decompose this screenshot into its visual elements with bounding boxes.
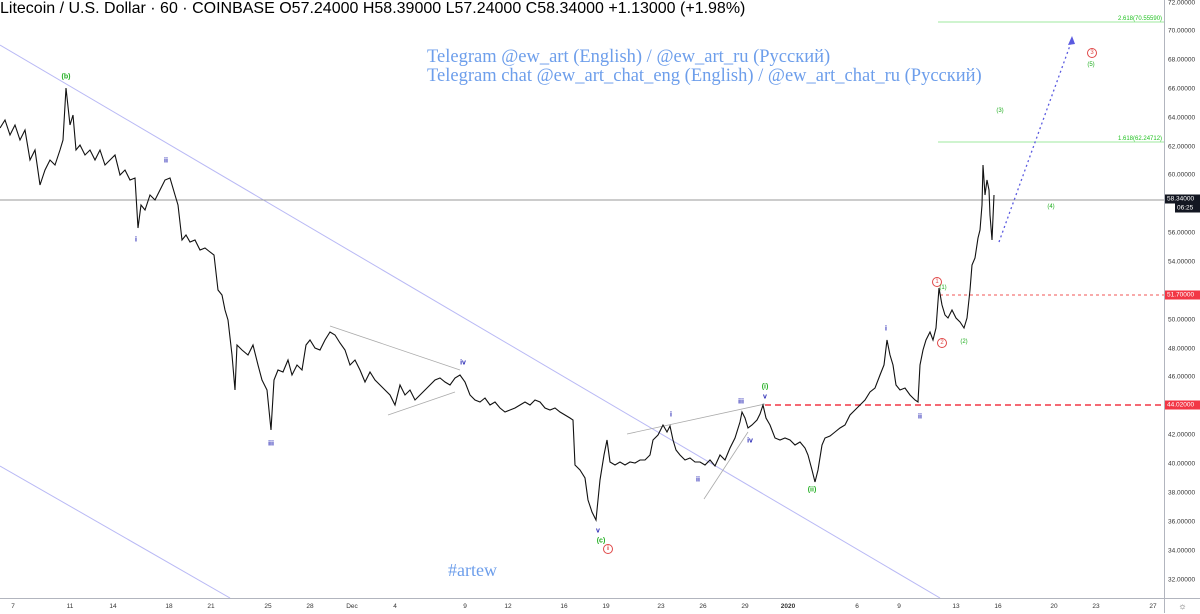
wave-label-ii-right: ii	[918, 413, 922, 421]
wave-label-4: (4)	[1047, 204, 1055, 210]
wedge-upper-line	[626, 403, 766, 435]
wave-label-i-green: (i)	[761, 383, 769, 391]
price-label: 56.00000	[1168, 229, 1196, 237]
price-chart-canvas[interactable]	[0, 0, 1164, 598]
wave-label-5: (5)	[1087, 62, 1095, 68]
wave-label-ii: ii	[164, 157, 168, 165]
fib-2618-label: 2.618(70.55590)	[1118, 16, 1163, 22]
price-series	[0, 87, 995, 522]
wave-label-2-circled: 2	[937, 338, 947, 348]
wave-label-iv: iv	[460, 359, 466, 367]
projection-arrow	[998, 39, 1073, 243]
time-label: 27	[1149, 603, 1157, 610]
gear-icon: ☼	[1178, 601, 1187, 611]
time-label: 12	[504, 603, 512, 610]
triangle-upper-line	[329, 325, 461, 371]
wave-label-b: (b)	[61, 73, 71, 81]
wave-label-i-right: i	[885, 325, 887, 333]
time-label: 28	[306, 603, 314, 610]
telegram-annotation: Telegram @ew_art (English) / @ew_art_ru …	[427, 48, 982, 86]
price-label: 72.00000	[1168, 0, 1196, 7]
time-label: 14	[109, 603, 117, 610]
chart-area[interactable]: Litecoin / U.S. Dollar · 60 · COINBASE O…	[0, 0, 1164, 598]
price-label: 34.00000	[1168, 547, 1196, 555]
time-label: 9	[463, 603, 467, 610]
wave-label-v: v	[596, 527, 600, 535]
price-label: 32.00000	[1168, 576, 1196, 584]
time-label: 25	[264, 603, 272, 610]
price-label: 50.00000	[1168, 316, 1196, 324]
telegram-line-1: Telegram @ew_art (English) / @ew_art_ru …	[427, 47, 831, 67]
wave-label-ii-circled: ii	[603, 544, 613, 554]
wave-label-i: i	[135, 236, 137, 244]
price-label: 38.00000	[1168, 489, 1196, 497]
symbol-title[interactable]: Litecoin / U.S. Dollar · 60 · COINBASE	[0, 0, 275, 17]
wave-label-i-small: i	[670, 411, 672, 419]
fib-1618-label: 1.618(62.24712)	[1118, 136, 1163, 142]
time-label: 19	[602, 603, 610, 610]
price-label: 46.00000	[1168, 373, 1196, 381]
time-label: 6	[855, 603, 859, 610]
current-price-tag: 58.34000	[1165, 194, 1200, 204]
wave-label-v-small: v	[763, 393, 767, 401]
wave-label-1-circled: 1	[932, 277, 942, 287]
time-label: 13	[952, 603, 960, 610]
wave-label-2: (2)	[960, 339, 968, 345]
wave-label-iii-small: iii	[738, 398, 744, 406]
time-label: 16	[994, 603, 1002, 610]
time-label: 26	[699, 603, 707, 610]
price-label: 48.00000	[1168, 345, 1196, 353]
time-label: 4	[393, 603, 397, 610]
price-label: 70.00000	[1168, 27, 1196, 35]
time-label: 2020	[780, 603, 796, 610]
wave-label-c: (c)	[596, 537, 606, 545]
time-label: 16	[560, 603, 568, 610]
time-label: 29	[741, 603, 749, 610]
wave-label-ii-green: (ii)	[807, 486, 817, 494]
upper-channel-line	[0, 44, 941, 598]
time-label: 21	[207, 603, 215, 610]
level-51-70-tag: 51.70000	[1165, 290, 1200, 300]
price-label: 40.00000	[1168, 460, 1196, 468]
price-label: 62.00000	[1168, 143, 1196, 151]
time-label: 7	[11, 603, 15, 610]
price-label: 36.00000	[1168, 518, 1196, 526]
telegram-line-2: Telegram chat @ew_art_chat_eng (English)…	[427, 66, 982, 86]
level-44-02-tag: 44.02000	[1165, 400, 1200, 410]
time-label: 23	[657, 603, 665, 610]
wave-label-iv-small: iv	[747, 437, 753, 445]
wave-label-iii: iii	[268, 440, 274, 448]
time-label: 18	[165, 603, 173, 610]
chart-settings-button[interactable]: ☼	[1164, 598, 1200, 613]
time-label: 20	[1050, 603, 1058, 610]
wedge-lower-line	[703, 431, 749, 500]
wave-label-1: (1)	[939, 285, 947, 291]
price-label: 68.00000	[1168, 56, 1196, 64]
projection-arrowhead-icon	[1068, 36, 1075, 45]
time-label: 11	[66, 603, 74, 610]
wave-label-3: (3)	[996, 108, 1004, 114]
ohlc-values: O57.24000 H58.39000 L57.24000 C58.34000 …	[279, 0, 746, 17]
time-axis[interactable]: 7 11 14 18 21 25 28 Dec 4 9 12 16 19 23 …	[0, 598, 1164, 614]
triangle-lower-line	[387, 391, 456, 416]
countdown-tag: 06:25	[1175, 203, 1200, 213]
time-label: 9	[897, 603, 901, 610]
time-label: 23	[1092, 603, 1100, 610]
wave-label-3-circled: 3	[1087, 48, 1097, 58]
price-label: 54.00000	[1168, 258, 1196, 266]
wave-label-ii-small: ii	[696, 476, 700, 484]
hashtag-annotation: #artew	[448, 560, 497, 580]
price-label: 66.00000	[1168, 85, 1196, 93]
price-label: 60.00000	[1168, 171, 1196, 179]
price-label: 42.00000	[1168, 431, 1196, 439]
lower-channel-line	[0, 465, 231, 598]
price-axis[interactable]: 72.00000 70.00000 68.00000 66.00000 64.0…	[1164, 0, 1200, 598]
time-label: Dec	[346, 603, 358, 610]
price-label: 64.00000	[1168, 114, 1196, 122]
